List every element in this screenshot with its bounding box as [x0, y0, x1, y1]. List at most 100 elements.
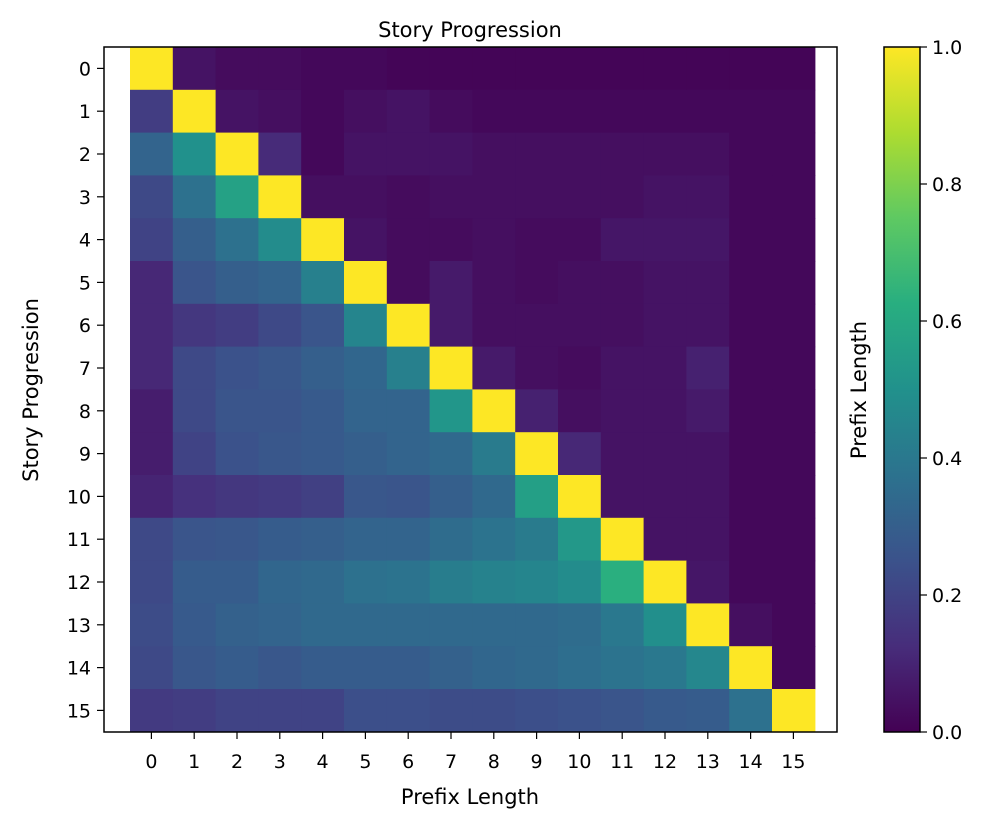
heatmap-cell-r9-c8: [472, 432, 516, 476]
heatmap-cell-r0-c12: [643, 47, 687, 91]
heatmap-cell-r15-c6: [386, 689, 431, 733]
heatmap-cell-r1-c14: [729, 89, 773, 134]
heatmap-cell-r15-c10: [558, 689, 602, 733]
y-tick-label: 4: [79, 230, 91, 252]
heatmap-cell-r6-c5: [344, 303, 388, 348]
heatmap-cell-r13-c3: [258, 603, 302, 647]
heatmap-cell-r8-c6: [386, 389, 431, 433]
heatmap-cell-r10-c11: [600, 475, 645, 519]
y-tick-label: 2: [79, 144, 91, 166]
heatmap-cell-r15-c12: [643, 689, 687, 733]
heatmap-cell-r8-c8: [472, 389, 516, 433]
heatmap-cell-r6-c13: [686, 303, 730, 348]
x-tick-label: 14: [739, 751, 763, 773]
heatmap-cell-r9-c13: [686, 432, 730, 476]
x-tick-label: 6: [402, 751, 414, 773]
heatmap-cell-r11-c15: [772, 517, 816, 562]
heatmap-cell-r12-c11: [600, 560, 645, 604]
x-tick-label: 1: [188, 751, 200, 773]
y-tick-label: 6: [79, 315, 91, 337]
heatmap-cell-r10-c12: [643, 475, 687, 519]
heatmap-cell-r13-c9: [515, 603, 559, 647]
heatmap-cell-r12-c8: [472, 560, 516, 604]
y-tick-label: 0: [79, 58, 91, 80]
y-tick-label: 11: [67, 529, 91, 551]
heatmap-cell-r12-c10: [558, 560, 602, 604]
heatmap-cell-r7-c3: [258, 346, 302, 390]
x-tick-label: 11: [610, 751, 634, 773]
heatmap-cell-r6-c6: [386, 303, 431, 348]
heatmap-cell-r13-c2: [215, 603, 259, 647]
heatmap-cell-r9-c6: [386, 432, 431, 476]
heatmap-cell-r2-c9: [515, 132, 559, 176]
x-axis-label: Prefix Length: [401, 785, 539, 809]
heatmap-cell-r15-c0: [130, 689, 174, 733]
heatmap-cell-r9-c15: [772, 432, 816, 476]
heatmap-cell-r9-c7: [429, 432, 473, 476]
heatmap-cell-r3-c15: [772, 175, 816, 219]
heatmap-cell-r10-c9: [515, 475, 559, 519]
heatmap-cell-r14-c7: [429, 646, 473, 690]
heatmap-cell-r14-c11: [600, 646, 645, 690]
heatmap-cell-r9-c9: [515, 432, 559, 476]
heatmap-cell-r3-c7: [429, 175, 473, 219]
plot-frame: [103, 46, 838, 733]
heatmap-cell-r14-c1: [172, 646, 217, 690]
heatmap-cell-r5-c13: [686, 261, 730, 305]
heatmap-cell-r3-c3: [258, 175, 302, 219]
x-tick-label: 9: [531, 751, 543, 773]
heatmap-cell-r4-c9: [515, 218, 559, 262]
heatmap-cell-r13-c11: [600, 603, 645, 647]
heatmap-cell-r0-c1: [172, 47, 217, 91]
y-tick-label: 13: [67, 615, 91, 637]
heatmap-cell-r13-c4: [301, 603, 345, 647]
heatmap-cell-r3-c4: [301, 175, 345, 219]
heatmap-cell-r7-c1: [172, 346, 217, 390]
colorbar-tick-label: 0.8: [932, 174, 962, 196]
heatmap-cell-r0-c0: [130, 47, 174, 91]
heatmap-cell-r8-c0: [130, 389, 174, 433]
y-tick-label: 15: [67, 700, 91, 722]
heatmap-cell-r14-c12: [643, 646, 687, 690]
x-tick-label: 5: [359, 751, 371, 773]
heatmap-cell-r5-c7: [429, 261, 473, 305]
heatmap-cell-r3-c8: [472, 175, 516, 219]
heatmap-cell-r14-c6: [386, 646, 431, 690]
heatmap-cell-r12-c0: [130, 560, 174, 604]
heatmap-cell-r2-c3: [258, 132, 302, 176]
heatmap-cell-r3-c10: [558, 175, 602, 219]
heatmap-cell-r1-c8: [472, 89, 516, 134]
heatmap-cell-r1-c13: [686, 89, 730, 134]
heatmap-cell-r1-c1: [172, 89, 217, 134]
heatmap-cell-r4-c6: [386, 218, 431, 262]
colorbar-tick-label: 0.2: [932, 585, 962, 607]
heatmap-cell-r10-c15: [772, 475, 816, 519]
heatmap-cell-r5-c8: [472, 261, 516, 305]
heatmap-cell-r15-c8: [472, 689, 516, 733]
heatmap-cell-r12-c12: [643, 560, 687, 604]
heatmap-cell-r8-c4: [301, 389, 345, 433]
heatmap-cell-r6-c2: [215, 303, 259, 348]
colorbar: [883, 46, 921, 733]
heatmap-cell-r2-c8: [472, 132, 516, 176]
heatmap-cell-r2-c15: [772, 132, 816, 176]
heatmap-cell-r15-c14: [729, 689, 773, 733]
y-tick-label: 9: [79, 444, 91, 466]
heatmap-cell-r6-c9: [515, 303, 559, 348]
heatmap-cell-r0-c4: [301, 47, 345, 91]
heatmap-cell-r5-c4: [301, 261, 345, 305]
heatmap-cell-r4-c15: [772, 218, 816, 262]
heatmap-cell-r8-c1: [172, 389, 217, 433]
heatmap-cell-r4-c5: [344, 218, 388, 262]
heatmap-cell-r2-c13: [686, 132, 730, 176]
heatmap-cell-r10-c2: [215, 475, 259, 519]
heatmap-cell-r15-c11: [600, 689, 645, 733]
heatmap-cell-r1-c10: [558, 89, 602, 134]
heatmap-cell-r7-c8: [472, 346, 516, 390]
heatmap-cell-r11-c0: [130, 517, 174, 562]
heatmap-cell-r11-c3: [258, 517, 302, 562]
heatmap-cell-r10-c10: [558, 475, 602, 519]
x-tick-label: 3: [274, 751, 286, 773]
heatmap-cell-r14-c8: [472, 646, 516, 690]
